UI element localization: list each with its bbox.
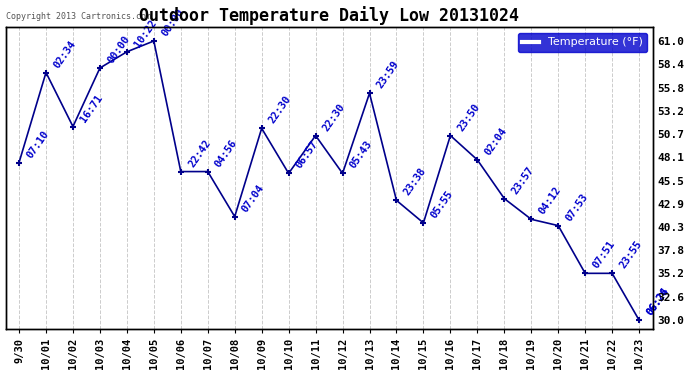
Text: 23:50: 23:50	[456, 102, 482, 133]
Text: 22:30: 22:30	[321, 102, 347, 133]
Text: 00:00: 00:00	[106, 34, 132, 65]
Text: 05:55: 05:55	[429, 189, 455, 220]
Text: 22:30: 22:30	[267, 94, 293, 126]
Text: 23:38: 23:38	[402, 166, 428, 198]
Title: Outdoor Temperature Daily Low 20131024: Outdoor Temperature Daily Low 20131024	[139, 6, 519, 24]
Text: 23:55: 23:55	[618, 239, 644, 270]
Text: 10:22: 10:22	[132, 18, 159, 49]
Text: 07:53: 07:53	[564, 192, 590, 223]
Text: 00:00: 00:00	[159, 7, 186, 38]
Text: 22:42: 22:42	[186, 138, 213, 169]
Text: 02:04: 02:04	[483, 126, 509, 157]
Text: 04:56: 04:56	[213, 138, 239, 169]
Text: 07:51: 07:51	[591, 239, 617, 270]
Text: 16:71: 16:71	[79, 92, 105, 124]
Text: 23:59: 23:59	[375, 59, 401, 90]
Text: 06:24: 06:24	[644, 286, 671, 317]
Text: 04:12: 04:12	[537, 185, 563, 216]
Text: 07:10: 07:10	[25, 129, 50, 160]
Text: 05:43: 05:43	[348, 139, 374, 171]
Legend: Temperature (°F): Temperature (°F)	[518, 33, 647, 52]
Text: 23:57: 23:57	[510, 165, 536, 196]
Text: Copyright 2013 Cartronics.com: Copyright 2013 Cartronics.com	[6, 12, 150, 21]
Text: 06:26: 06:26	[644, 286, 671, 317]
Text: 02:34: 02:34	[52, 38, 78, 70]
Text: 06:57: 06:57	[294, 139, 320, 171]
Text: 07:04: 07:04	[240, 183, 266, 214]
